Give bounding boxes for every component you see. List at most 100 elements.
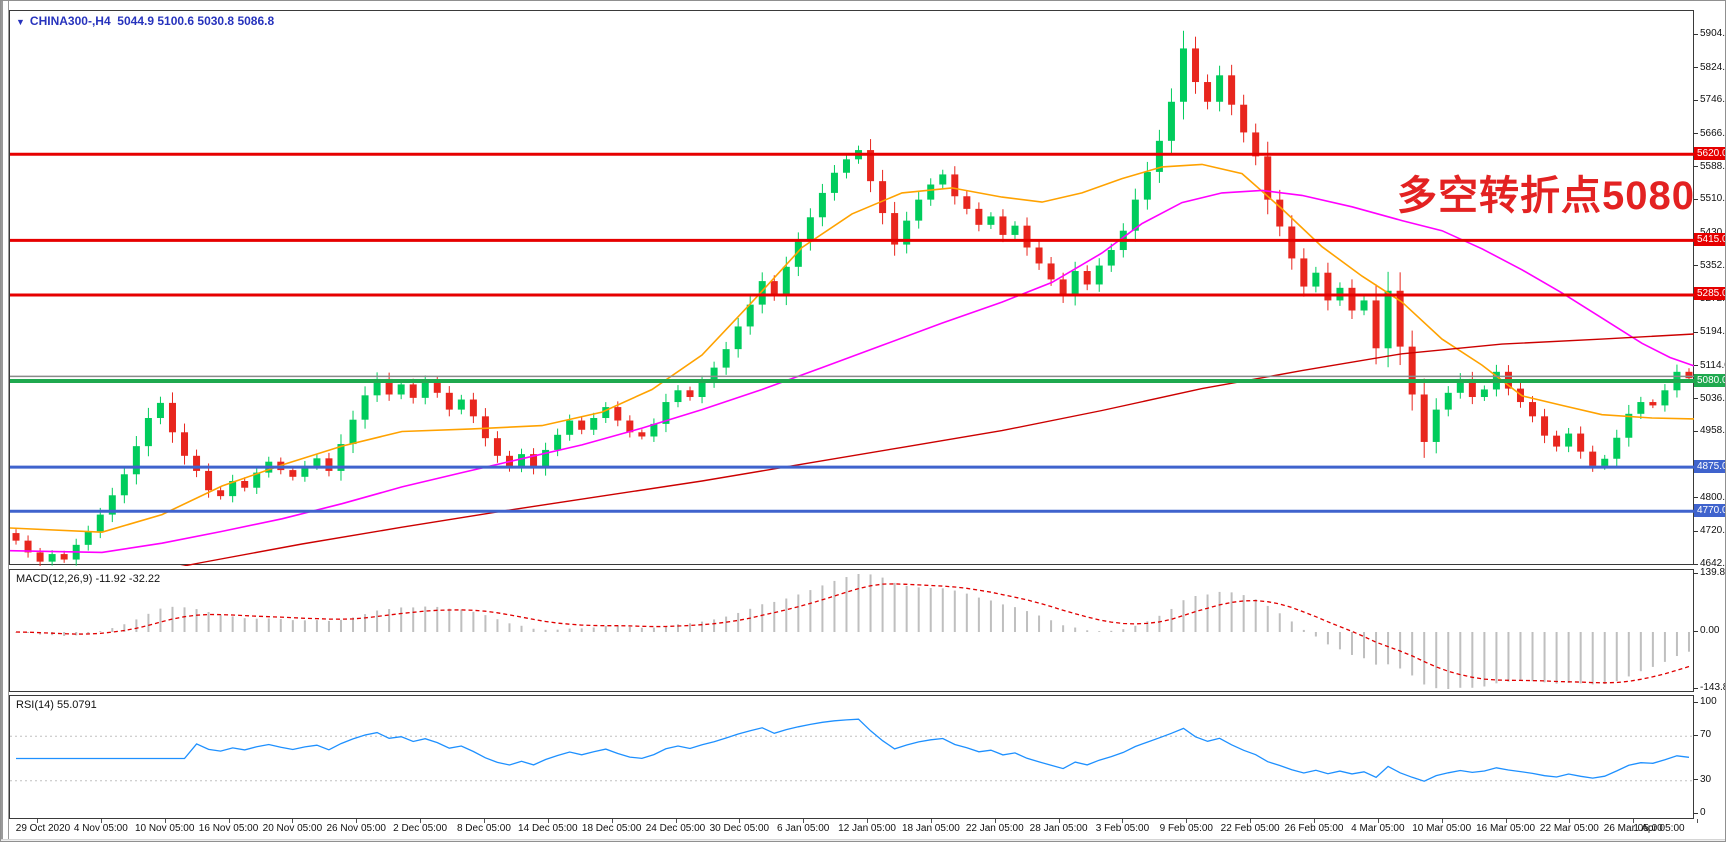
macd-bar [628, 626, 631, 632]
macd-bar [75, 632, 78, 636]
macd-bar [568, 628, 571, 632]
time-tick-mark [930, 819, 932, 823]
ma-mid-magenta [10, 189, 1695, 554]
symbol-dropdown-icon[interactable]: ▼ [16, 17, 25, 27]
candle-body [626, 420, 634, 433]
candle-body [313, 458, 321, 466]
candle-body [578, 420, 586, 430]
level-badge-4875.0: 4875.0 [1694, 459, 1725, 473]
macd-signal-line [15, 583, 1690, 684]
rsi-pane[interactable]: RSI(14) 55.0791 [9, 695, 1695, 820]
macd-tick-label: -143.82 [1700, 682, 1725, 693]
rsi-label: RSI(14) 55.0791 [16, 699, 97, 711]
macd-bar [1230, 592, 1233, 632]
macd-bar [1146, 621, 1149, 632]
candle-body [24, 540, 32, 553]
macd-bar [1302, 629, 1305, 632]
candle-body [421, 381, 429, 398]
candle-body [1420, 394, 1428, 442]
candle-body [1288, 226, 1296, 259]
macd-bar [761, 604, 764, 632]
time-tick-mark [611, 819, 613, 823]
candle-body [1083, 271, 1091, 285]
time-tick-mark [1058, 819, 1060, 823]
macd-bar [713, 619, 716, 632]
candle-body [132, 446, 140, 475]
macd-bar [1086, 630, 1089, 632]
price-tick-label: 4958.0 [1700, 425, 1726, 437]
candle-body [927, 184, 935, 200]
candle-body [1360, 300, 1368, 311]
macd-bar [147, 613, 150, 632]
candle-body [156, 402, 164, 419]
macd-pane[interactable]: MACD(12,26,9) -11.92 -32.22 [9, 569, 1694, 692]
macd-bar [63, 632, 66, 636]
candle-body [554, 434, 562, 450]
axis-tick-mark [1694, 365, 1698, 367]
candle-body [830, 172, 838, 193]
macd-bar [809, 590, 812, 632]
macd-bar [1134, 625, 1137, 632]
macd-bar [1663, 632, 1666, 662]
macd-bar [977, 597, 980, 632]
candle-body [1601, 458, 1609, 466]
macd-bar [472, 611, 475, 632]
time-tick-mark [100, 819, 102, 823]
macd-canvas[interactable] [10, 570, 1695, 693]
price-tick-label: 5904.0 [1700, 28, 1726, 39]
price-chart-pane[interactable]: ▼ CHINA300-,H4 5044.9 5100.6 5030.8 5086.… [9, 10, 1695, 566]
candle-body [1613, 437, 1621, 459]
candles-layer[interactable] [12, 30, 1693, 566]
macd-bar [989, 600, 992, 632]
macd-bar [1338, 632, 1341, 650]
time-tick-mark [994, 819, 996, 823]
candle-body [120, 474, 128, 496]
macd-bar [1062, 625, 1065, 632]
price-tick-label: 5352.0 [1700, 259, 1726, 271]
macd-bar [965, 593, 968, 632]
macd-bar [1110, 630, 1113, 632]
time-tick-mark [37, 819, 38, 823]
time-axis[interactable]: 29 Oct 2020 4 Nov 05:00 10 Nov 05:00 16 Nov… [9, 819, 1699, 839]
price-chart-canvas[interactable] [10, 11, 1695, 566]
time-tick-mark [420, 819, 422, 823]
macd-bar [1603, 632, 1606, 684]
macd-bar [279, 619, 282, 632]
rsi-tick-label: 0 [1700, 807, 1706, 818]
horizontal-scrollbar[interactable] [1, 839, 1725, 841]
macd-bar [1098, 631, 1101, 632]
macd-bar [664, 626, 667, 632]
time-tick-mark [1186, 819, 1188, 823]
time-tick-mark [1697, 819, 1699, 823]
candle-body [1143, 171, 1151, 200]
candle-body [867, 150, 875, 182]
macd-bar [544, 629, 547, 632]
macd-bar [111, 628, 114, 632]
time-tick-mark [356, 819, 358, 823]
ohlc-close: 5086.8 [237, 14, 275, 28]
price-axis[interactable]: 5904.0 5824.0 5746.0 5666.0 5588.0 5510.0 5430… [1694, 1, 1726, 841]
macd-bar [364, 614, 367, 632]
candle-body [710, 367, 718, 382]
price-tick-label: 4720.0 [1700, 525, 1726, 537]
macd-bar [652, 627, 655, 632]
macd-bar [1026, 611, 1029, 632]
macd-bar [1519, 632, 1522, 682]
macd-bar [1013, 607, 1016, 632]
macd-bar [267, 618, 270, 632]
macd-bar [1627, 632, 1630, 677]
macd-bar [1411, 632, 1414, 676]
macd-bar [857, 574, 860, 632]
macd-bar [1675, 632, 1678, 657]
rsi-canvas[interactable] [10, 696, 1695, 820]
candle-body [770, 281, 778, 295]
time-tick-mark [483, 819, 485, 823]
chart-annotation-text: 多空转折点5080 [1397, 174, 1695, 218]
macd-bar [315, 620, 318, 632]
macd-bar [1170, 608, 1173, 632]
macd-bar [881, 577, 884, 632]
time-tick-label: 26 Nov 05:00 [326, 823, 387, 834]
candle-body [1312, 272, 1320, 287]
candle-body [1553, 435, 1561, 447]
axis-tick-mark [1694, 687, 1698, 689]
